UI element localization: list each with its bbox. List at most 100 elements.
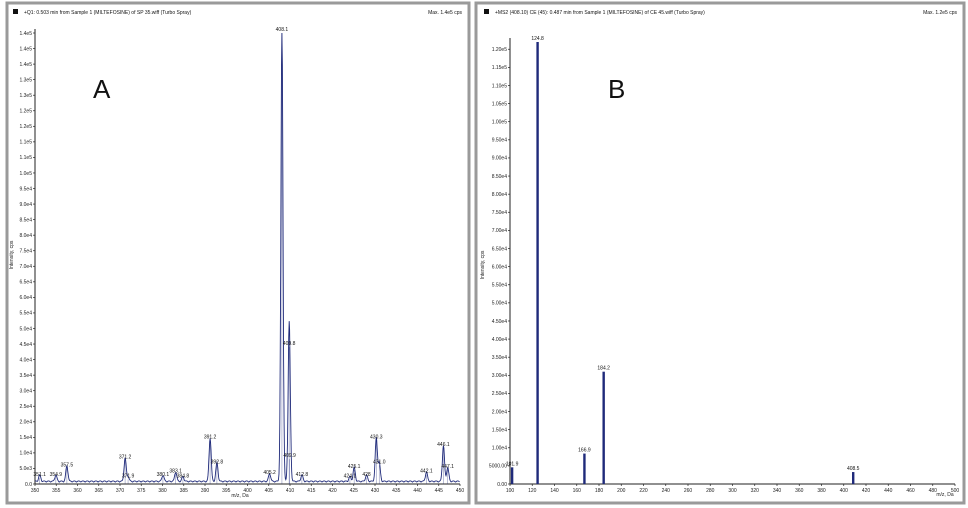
- y-tick-label: 1.5e4: [19, 435, 32, 441]
- x-tick-label: 480: [929, 488, 938, 494]
- x-tick-label: 420: [328, 488, 337, 494]
- panel-a-max: Max. 1.4e5 cps: [428, 10, 462, 16]
- y-tick-label: 7.00e4: [492, 228, 508, 234]
- x-tick-label: 450: [456, 488, 465, 494]
- y-tick-label: 1.1e5: [19, 140, 32, 146]
- panel-b-letter: B: [608, 74, 625, 104]
- x-tick-label: 220: [639, 488, 648, 494]
- peak-label: 391.2: [204, 434, 217, 440]
- x-tick-label: 370: [116, 488, 125, 494]
- y-tick-label: 2.50e4: [492, 391, 508, 397]
- peak-label: 371.2: [119, 455, 132, 461]
- peak-label: 428: [362, 472, 371, 478]
- x-tick-label: 390: [201, 488, 210, 494]
- x-tick-label: 200: [617, 488, 626, 494]
- y-tick-label: 1.0e5: [19, 171, 32, 177]
- y-tick-label: 5000.00: [489, 464, 507, 470]
- y-tick-label: 8.5e4: [19, 217, 32, 223]
- y-tick-label: 8.00e4: [492, 192, 508, 198]
- x-tick-label: 405: [265, 488, 274, 494]
- y-tick-label: 6.5e4: [19, 280, 32, 286]
- x-tick-label: 280: [706, 488, 715, 494]
- panel-b-menu-icon[interactable]: [484, 9, 489, 14]
- y-tick-label: 5.00e4: [492, 301, 508, 307]
- x-tick-label: 160: [573, 488, 582, 494]
- y-tick-label: 5.5e4: [19, 311, 32, 317]
- y-tick-label: 8.0e4: [19, 233, 32, 239]
- peak-label: 357.5: [61, 462, 74, 468]
- panel-b-plot: 0.00 5000.00 1.00e4 1.50e4 2.00e4 2.50e4 3.00e…: [489, 36, 959, 494]
- panel-b-xlabel: m/z, Da: [936, 492, 953, 498]
- peak-label: 447.1: [441, 464, 454, 470]
- y-tick-label: 1.00e4: [492, 446, 508, 452]
- x-tick-label: 140: [550, 488, 559, 494]
- peak-label: 442.1: [420, 469, 433, 475]
- peak-label: 383.1: [169, 469, 182, 475]
- peak-label: 101.9: [506, 461, 519, 467]
- x-tick-label: 425: [350, 488, 359, 494]
- y-tick-label: 4.5e4: [19, 342, 32, 348]
- x-tick-label: 365: [95, 488, 104, 494]
- peak-bar: [602, 371, 605, 484]
- x-tick-label: 355: [52, 488, 61, 494]
- x-tick-label: 320: [751, 488, 760, 494]
- y-tick-label: 1.20e5: [492, 47, 508, 53]
- y-tick-label: 3.0e4: [19, 388, 32, 394]
- panel-a-menu-icon[interactable]: [13, 9, 18, 14]
- panel-b-ylabel: Intensity, cps: [480, 250, 486, 279]
- x-tick-label: 360: [73, 488, 82, 494]
- panel-b: +MS2 (408.10) CE (45): 0.487 min from Sa…: [474, 1, 966, 505]
- y-tick-label: 1.15e5: [492, 65, 508, 71]
- y-tick-label: 5.0e4: [19, 326, 32, 332]
- x-tick-label: 260: [684, 488, 693, 494]
- panel-a: +Q1: 0.503 min from Sample 1 (MILTEFOSIN…: [5, 1, 471, 505]
- y-tick-label: 3.50e4: [492, 355, 508, 361]
- y-tick-label: 1.50e4: [492, 427, 508, 433]
- x-tick-label: 440: [884, 488, 893, 494]
- x-tick-label: 435: [392, 488, 401, 494]
- panel-a-letter: A: [93, 74, 111, 104]
- panel-b-title: +MS2 (408.10) CE (45): 0.487 min from Sa…: [495, 10, 705, 16]
- y-tick-label: 1.10e5: [492, 83, 508, 89]
- x-tick-label: 410: [286, 488, 295, 494]
- x-tick-label: 395: [222, 488, 231, 494]
- y-tick-label: 0.00: [497, 482, 507, 488]
- y-tick-label: 7.5e4: [19, 249, 32, 255]
- y-tick-label: 3.00e4: [492, 373, 508, 379]
- panel-b-max: Max. 1.2e5 cps: [923, 10, 957, 16]
- peak-label: 408.1: [276, 27, 289, 33]
- peak-bar: [583, 453, 586, 484]
- x-tick-label: 120: [528, 488, 537, 494]
- peak-bar: [852, 472, 855, 484]
- x-tick-label: 445: [435, 488, 444, 494]
- y-tick-label: 6.50e4: [492, 246, 508, 252]
- y-tick-label: 1.1e5: [19, 155, 32, 161]
- y-tick-label: 1.00e5: [492, 120, 508, 126]
- peak-label: 392.8: [211, 459, 224, 465]
- x-tick-label: 380: [817, 488, 826, 494]
- x-tick-label: 420: [862, 488, 871, 494]
- peak-label: 384.8: [177, 473, 190, 479]
- y-tick-label: 1.4e5: [19, 62, 32, 68]
- y-tick-label: 1.3e5: [19, 93, 32, 99]
- peak-label: 405.2: [263, 470, 276, 476]
- peak-label: 424.1: [344, 473, 357, 479]
- x-tick-label: 385: [180, 488, 189, 494]
- peak-label: 371.9: [122, 473, 135, 479]
- peak-label: 354.9: [50, 472, 63, 478]
- y-tick-label: 1.05e5: [492, 101, 508, 107]
- x-tick-label: 500: [951, 488, 960, 494]
- peak-label: 184.2: [597, 366, 610, 372]
- x-tick-label: 375: [137, 488, 146, 494]
- y-tick-label: 9.00e4: [492, 156, 508, 162]
- panel-b-frame: [474, 1, 966, 505]
- x-tick-label: 400: [243, 488, 252, 494]
- panel-a-xlabel: m/z, Da: [231, 493, 248, 499]
- y-tick-label: 4.00e4: [492, 337, 508, 343]
- x-tick-label: 430: [371, 488, 380, 494]
- y-tick-label: 2.0e4: [19, 420, 32, 426]
- x-tick-label: 360: [795, 488, 804, 494]
- panel-a-title: +Q1: 0.503 min from Sample 1 (MILTEFOSIN…: [24, 10, 192, 16]
- peak-label: 431.0: [373, 459, 386, 465]
